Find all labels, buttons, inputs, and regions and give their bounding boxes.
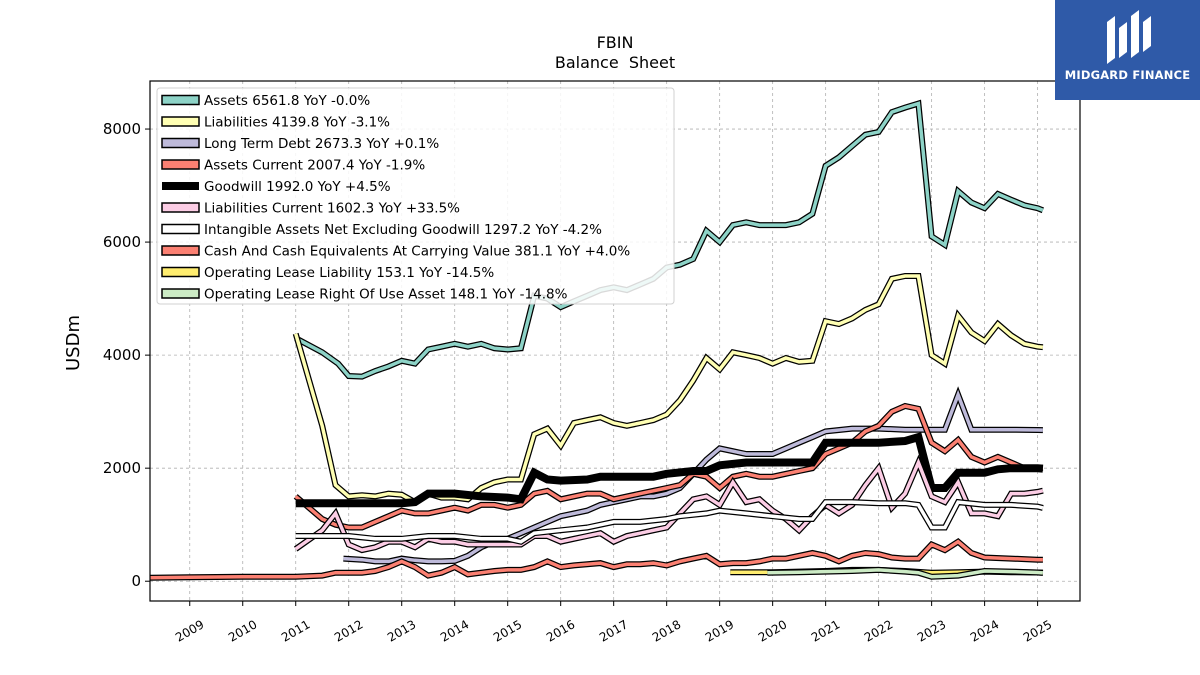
legend-swatch: [162, 182, 199, 190]
legend-label: Liabilities 4139.8 YoY -3.1%: [204, 115, 390, 131]
legend-entry: Goodwill 1992.0 YoY +4.5%: [162, 179, 391, 195]
legend-entry: Operating Lease Liability 153.1 YoY -14.…: [161, 265, 494, 281]
y-tick-label: 4000: [103, 346, 141, 364]
x-tick-label: 2017: [597, 617, 630, 644]
series-line: [149, 539, 1043, 580]
legend-label: Cash And Cash Equivalents At Carrying Va…: [204, 244, 630, 260]
series-3: [293, 402, 1044, 531]
legend-swatch: [161, 223, 200, 235]
x-tick-label: 2024: [968, 617, 1001, 644]
legend-entry: Assets 6561.8 YoY -0.0%: [161, 93, 370, 109]
x-tick-label: 2019: [703, 617, 736, 644]
legend-label: Assets 6561.8 YoY -0.0%: [204, 93, 370, 109]
logo-mark-icon: [1107, 10, 1151, 64]
y-axis-label: USDm: [63, 315, 84, 371]
legend-swatch: [161, 202, 200, 213]
x-tick-label: 2023: [915, 617, 948, 644]
legend-entry: Operating Lease Right Of Use Asset 148.1…: [161, 287, 568, 303]
series-4: [295, 432, 1044, 508]
x-tick-label: 2012: [332, 617, 365, 644]
legend-entry: Intangible Assets Net Excluding Goodwill…: [161, 222, 602, 238]
x-tick-label: 2013: [385, 617, 418, 644]
legend-entry: Assets Current 2007.4 YoY -1.9%: [161, 158, 425, 174]
legend-entry: Liabilities Current 1602.3 YoY +33.5%: [161, 201, 460, 217]
x-tick-label: 2011: [279, 617, 312, 644]
legend-swatch: [161, 159, 200, 170]
series-line: [343, 389, 1043, 564]
series-2: [343, 386, 1043, 565]
plot-frame: [149, 80, 1081, 602]
series-7: [149, 537, 1043, 581]
y-tick-label: 6000: [103, 233, 141, 251]
legend-box: [156, 87, 675, 305]
series-line-outline: [293, 402, 1044, 531]
series-9: [767, 566, 1044, 580]
legend-label: Assets Current 2007.4 YoY -1.9%: [204, 158, 425, 174]
x-tick-label: 2021: [809, 617, 842, 644]
series-line: [295, 432, 1044, 508]
legend: Assets 6561.8 YoY -0.0% Liabilities 4139.…: [156, 87, 675, 305]
x-tick-label: 2014: [438, 617, 471, 644]
series-line: [294, 101, 1044, 379]
y-tick-label: 8000: [103, 120, 141, 138]
brand-name: MIDGARD FINANCE: [1064, 68, 1191, 82]
legend-label: Long Term Debt 2673.3 YoY +0.1%: [204, 136, 439, 152]
y-tick-label: 2000: [103, 459, 141, 477]
x-tick-label: 2022: [862, 617, 895, 644]
series-line: [294, 404, 1044, 530]
legend-label: Intangible Assets Net Excluding Goodwill…: [204, 222, 602, 238]
chart-subtitle: Balance Sheet: [555, 53, 675, 72]
x-tick-label: 2015: [491, 617, 524, 644]
legend-swatch: [161, 266, 200, 278]
x-tick-label: 2020: [756, 617, 789, 644]
legend-swatch: [161, 245, 200, 256]
series-0: [294, 99, 1045, 380]
series-6: [295, 498, 1044, 545]
x-tick-label: 2025: [1021, 617, 1054, 644]
legend-entry: Long Term Debt 2673.3 YoY +0.1%: [161, 136, 439, 152]
legend-entry: Cash And Cash Equivalents At Carrying Va…: [161, 244, 630, 260]
legend-swatch: [161, 94, 200, 106]
legend-entry: Liabilities 4139.8 YoY -3.1%: [161, 115, 390, 131]
brand-logo: MIDGARD FINANCE: [1055, 0, 1200, 100]
legend-swatch: [161, 116, 200, 127]
series-line: [767, 568, 1044, 579]
legend-label: Liabilities Current 1602.3 YoY +33.5%: [204, 201, 460, 217]
x-tick-label: 2018: [650, 617, 683, 644]
chart-title: FBIN: [597, 33, 634, 52]
legend-label: Operating Lease Liability 153.1 YoY -14.…: [204, 265, 494, 281]
legend-label: Goodwill 1992.0 YoY +4.5%: [204, 179, 391, 195]
legend-swatch: [161, 137, 200, 149]
legend-swatch: [161, 288, 200, 299]
y-tick-label: 0: [131, 572, 141, 590]
x-tick-label: 2009: [173, 617, 206, 644]
legend-label: Operating Lease Right Of Use Asset 148.1…: [204, 287, 568, 303]
x-tick-label: 2016: [544, 617, 577, 644]
x-tick-label: 2010: [226, 617, 259, 644]
series-line: [295, 500, 1044, 544]
series-lines: [149, 99, 1045, 581]
